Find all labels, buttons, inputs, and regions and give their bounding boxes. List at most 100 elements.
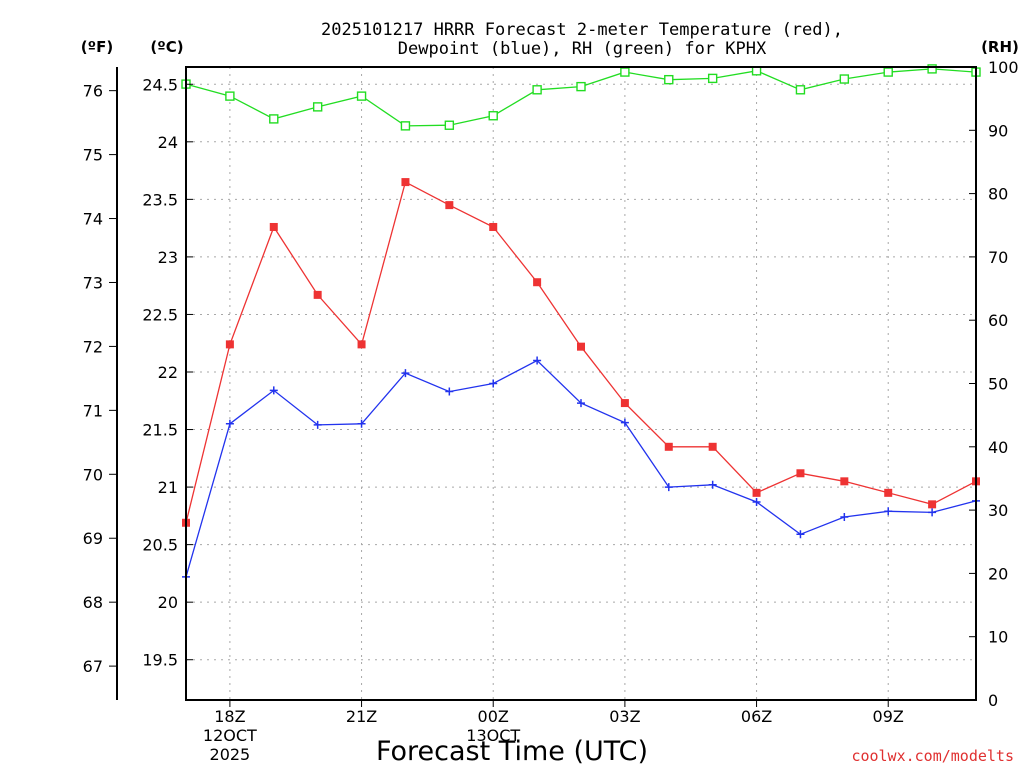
temperature-point-5 — [401, 178, 410, 187]
axes — [116, 66, 977, 701]
dewpoint-line — [185, 359, 977, 578]
x-tick-date-2: 13OCT — [466, 726, 520, 745]
rh-point-7 — [488, 111, 498, 121]
temperature-point-7 — [489, 222, 498, 231]
f-tick-label-0: 67 — [83, 657, 103, 676]
x-tick-label-4: 06Z — [741, 707, 772, 726]
x-axis-label: Forecast Time (UTC) — [376, 736, 648, 767]
c-tick-label-10: 24.5 — [142, 75, 178, 94]
dewpoint-point-2 — [269, 386, 278, 395]
rh-tick-label-6: 60 — [988, 311, 1008, 330]
temperature-line — [185, 181, 977, 523]
c-tick-label-7: 23 — [158, 248, 178, 267]
rh-tick-label-1: 10 — [988, 628, 1008, 647]
x-tick-label-5: 09Z — [873, 707, 904, 726]
rh-point-4 — [356, 91, 367, 101]
chart-title-line-1: 2025101217 HRRR Forecast 2-meter Tempera… — [321, 20, 843, 40]
x-tick-label-3: 03Z — [609, 707, 640, 726]
c-tick-label-3: 21 — [158, 478, 178, 497]
temperature-point-9 — [577, 342, 585, 351]
rh-line — [185, 68, 977, 127]
dewpoint-point-16 — [884, 507, 893, 516]
rh-tick-label-2: 20 — [988, 564, 1008, 583]
temperature-point-13 — [752, 488, 761, 497]
data-series — [181, 64, 981, 581]
c-tick-label-5: 22 — [158, 363, 178, 382]
dewpoint-point-12 — [708, 480, 717, 489]
dewpoint-point-9 — [577, 399, 585, 408]
rh-point-1 — [225, 91, 235, 101]
f-tick-label-2: 69 — [83, 529, 103, 548]
rh-point-16 — [883, 67, 893, 77]
rh-point-8 — [532, 85, 542, 95]
dewpoint-point-7 — [489, 379, 498, 388]
temperature-point-1 — [225, 340, 234, 349]
temperature-point-14 — [796, 469, 805, 478]
rh-point-6 — [444, 120, 455, 130]
temperature-point-8 — [533, 278, 542, 287]
f-tick-label-8: 75 — [83, 146, 103, 165]
c-tick-label-1: 20 — [158, 593, 178, 612]
dewpoint-point-4 — [357, 419, 366, 428]
f-tick-label-3: 70 — [83, 465, 103, 484]
dewpoint-point-10 — [620, 418, 629, 427]
rh-tick-label-7: 70 — [988, 248, 1008, 267]
chart-title-line-2: Dewpoint (blue), RH (green) for KPHX — [398, 39, 767, 59]
dewpoint-point-3 — [313, 420, 322, 429]
rh-point-9 — [576, 81, 586, 92]
temperature-point-12 — [708, 442, 717, 451]
rh-tick-label-3: 30 — [988, 501, 1008, 520]
f-tick-label-1: 68 — [83, 593, 103, 612]
tick-labels: 19.5 20 20.5 21 21.5 22 22.5 23 23.5 24 24.5 18Z12O… — [83, 58, 1019, 764]
rh-point-5 — [400, 121, 411, 131]
x-tick-label-1: 21Z — [346, 707, 377, 726]
x-tick-label-0: 18Z — [214, 707, 245, 726]
temperature-point-4 — [357, 340, 366, 349]
rh-point-10 — [620, 67, 630, 77]
rh-tick-label-4: 40 — [988, 438, 1008, 457]
rh-tick-label-5: 50 — [988, 375, 1008, 394]
dewpoint-point-15 — [840, 513, 849, 522]
temperature-point-6 — [445, 201, 454, 210]
rh-point-3 — [312, 102, 323, 112]
temperature-point-15 — [840, 477, 849, 486]
rh-point-2 — [269, 114, 279, 124]
f-tick-label-4: 71 — [83, 401, 103, 420]
dewpoint-point-5 — [401, 369, 410, 378]
rh-tick-label-0: 0 — [988, 691, 998, 710]
dewpoint-point-1 — [225, 419, 234, 428]
rh-unit-label: (RH) — [981, 38, 1019, 56]
temperature-point-17 — [928, 500, 937, 509]
dewpoint-point-8 — [533, 356, 542, 365]
credit-text: coolwx.com/modelts — [851, 747, 1014, 765]
c-tick-label-9: 24 — [158, 133, 178, 152]
f-tick-label-6: 73 — [83, 273, 103, 292]
rh-tick-label-10: 100 — [988, 58, 1019, 77]
f-tick-label-9: 76 — [83, 82, 103, 101]
dewpoint-point-17 — [928, 508, 937, 517]
dewpoint-point-14 — [796, 530, 805, 539]
rh-point-14 — [795, 85, 806, 95]
x-tick-label-2: 00Z — [478, 707, 509, 726]
c-tick-label-2: 20.5 — [142, 536, 178, 555]
rh-point-12 — [707, 73, 718, 84]
dewpoint-point-6 — [445, 387, 454, 396]
plot-frame — [185, 66, 977, 701]
f-tick-label-5: 72 — [83, 337, 103, 356]
x-tick-year-0: 2025 — [210, 745, 251, 764]
temperature-point-16 — [884, 488, 893, 497]
f-tick-label-7: 74 — [83, 210, 103, 229]
temperature-point-10 — [620, 399, 629, 408]
rh-point-17 — [927, 64, 937, 74]
c-tick-label-6: 22.5 — [142, 305, 178, 324]
rh-point-15 — [839, 74, 850, 84]
temperature-point-11 — [664, 442, 673, 451]
c-tick-label-8: 23.5 — [142, 190, 178, 209]
temperature-point-2 — [269, 222, 278, 231]
dewpoint-point-11 — [664, 483, 673, 492]
rh-point-11 — [664, 74, 674, 85]
fahrenheit-unit-label: (ºF) — [81, 38, 113, 56]
grid-lines — [186, 67, 976, 700]
c-tick-label-4: 21.5 — [142, 421, 178, 440]
